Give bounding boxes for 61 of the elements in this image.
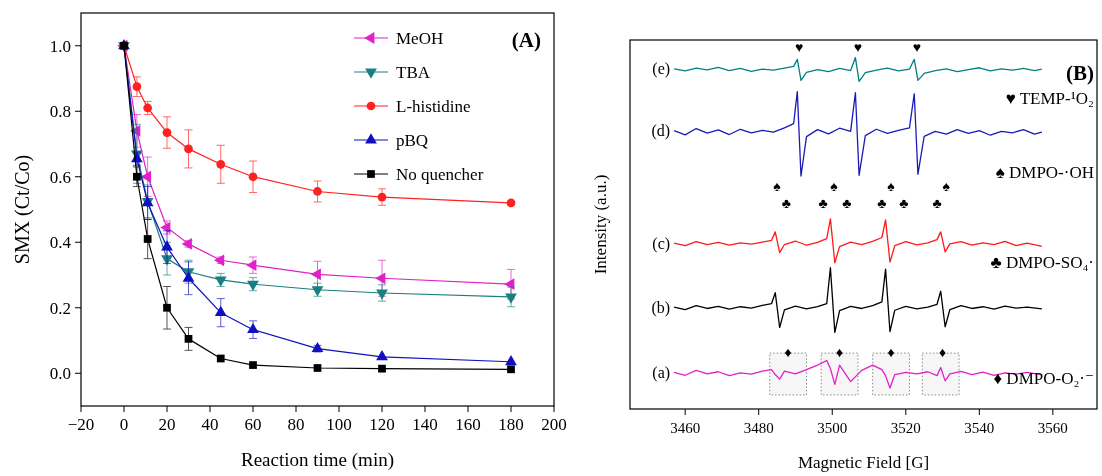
x-tick-label: 3500 [817,420,848,436]
x-tick-label: 3480 [743,420,774,436]
x-tick-label: 3460 [670,420,701,436]
x-tick-label: 0 [119,415,129,434]
annotation: ♦ [784,345,792,361]
y-tick-label: 1.0 [49,36,71,56]
annotation: (B) [1066,61,1094,85]
x-tick-label: 180 [498,415,524,434]
x-tick-label: 100 [326,415,352,434]
legend-label: No quencher [396,164,484,184]
x-tick-label: −20 [67,415,95,434]
x-tick-label: 120 [369,415,395,434]
y-tick-label: 0.4 [49,233,72,253]
annotation: ♦ [938,345,947,361]
annotation: (A) [511,28,541,52]
annotation: ♦ [836,345,844,361]
annotation: ♣ DMPO-SO₄· [990,253,1094,272]
series-label: (d) [651,122,671,141]
legend-label: TBA [396,62,431,82]
annotation: ♥ TEMP-¹O₂ [1005,89,1094,108]
x-tick-label: 140 [412,415,438,434]
legend-label: MeOH [396,28,444,48]
x-tick-label: 200 [541,415,567,434]
annotation: ♣ [932,195,942,211]
legend-label: pBQ [396,130,429,150]
y-tick-label: 0.6 [49,167,71,187]
text: ♥ [794,39,804,55]
annotation: ♠ [942,178,951,194]
annotation: ♣ [899,195,909,211]
legend-label: L-histidine [396,96,471,116]
annotation: ♠ [887,178,896,194]
annotation: ♠ DMPO-·OH [995,163,1094,182]
annotation: ♣ [877,195,887,211]
annotation: ♣ [781,195,791,211]
text: ♥ [912,39,921,55]
y-axis-title: Intensity (a.u.) [590,174,610,275]
text: ♥ [853,39,863,55]
x-tick-label: 80 [287,415,305,434]
annotation: ♠ [830,178,839,194]
x-tick-label: 3540 [964,420,995,436]
annotation: ♣ [818,195,828,211]
x-tick-label: 160 [455,415,481,434]
x-tick-label: 3560 [1037,420,1068,436]
x-tick-label: 40 [201,415,219,434]
x-axis-title: Magnetic Field [G] [797,453,930,472]
annotation: ♦ DMPO-O₂·⁻ [993,369,1094,388]
y-tick-label: 0.0 [49,364,71,384]
annotation: ♣ [842,195,852,211]
annotation: ♦ [887,345,895,361]
y-tick-label: 0.2 [49,298,71,318]
x-tick-label: 60 [244,415,262,434]
y-axis-title: SMX (Ct/Co) [11,154,34,265]
series-label: (c) [652,234,671,253]
series-label: (a) [652,364,671,383]
x-tick-label: 3520 [890,420,921,436]
series-label: (b) [651,298,671,317]
x-tick-label: 20 [158,415,176,434]
series-label: (e) [652,60,671,79]
y-tick-label: 0.8 [49,102,71,122]
x-axis-title: Reaction time (min) [240,449,395,471]
annotation: ♠ [773,178,782,194]
